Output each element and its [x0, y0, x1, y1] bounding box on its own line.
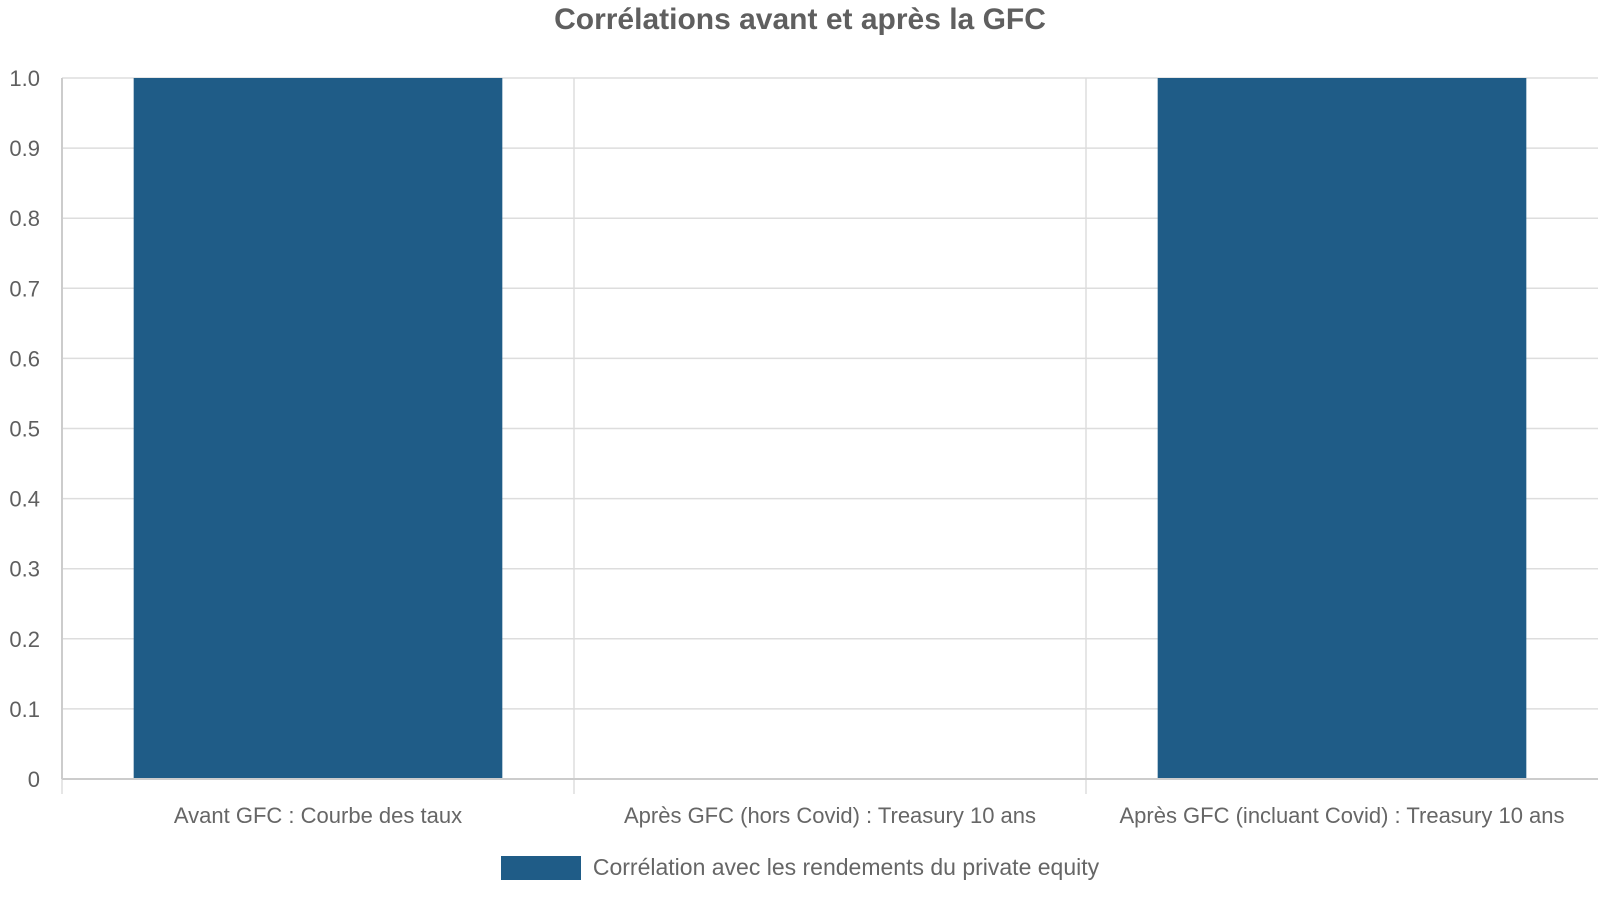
bar — [133, 78, 503, 779]
legend: Corrélation avec les rendements du priva… — [0, 854, 1600, 881]
chart-title: Corrélations avant et après la GFC — [554, 3, 1046, 36]
y-tick-label: 0.2 — [9, 627, 40, 652]
y-tick-label: 0.9 — [9, 136, 40, 161]
x-tick-label: Avant GFC : Courbe des taux — [174, 803, 462, 828]
x-tick-label: Après GFC (hors Covid) : Treasury 10 ans — [624, 803, 1036, 828]
y-tick-label: 0.4 — [9, 487, 40, 512]
bar — [1157, 78, 1527, 779]
y-tick-label: 0.7 — [9, 276, 40, 301]
x-tick-label: Après GFC (incluant Covid) : Treasury 10… — [1119, 803, 1564, 828]
y-tick-label: 0.6 — [9, 346, 40, 371]
y-tick-label: 0 — [28, 767, 40, 792]
legend-swatch — [500, 855, 581, 880]
y-tick-label: 0.3 — [9, 557, 40, 582]
y-tick-label: 0.1 — [9, 697, 40, 722]
y-tick-label: 1.0 — [9, 66, 40, 91]
legend-label: Corrélation avec les rendements du priva… — [592, 854, 1100, 880]
y-tick-label: 0.5 — [9, 417, 40, 442]
y-tick-label: 0.8 — [9, 206, 40, 231]
